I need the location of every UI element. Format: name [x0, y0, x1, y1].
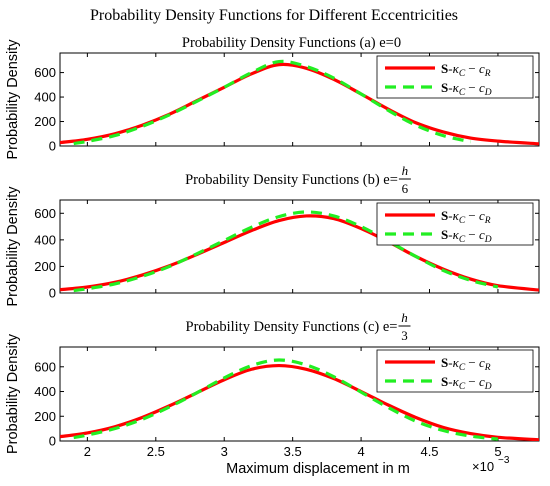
y-tick-label: 200 [34, 114, 56, 129]
legend-entry-cR: S-κC − cR [441, 61, 491, 79]
series-line-cR [60, 62, 539, 146]
y-tick-label: 600 [34, 65, 56, 80]
x-axis-exponent-base: ×10 [472, 459, 494, 474]
x-axis-exponent-power: −3 [498, 455, 510, 466]
chart-panel-1: Probability Density Functions (a) e=0 0 20… [5, 35, 540, 160]
legend: S-κC − cRS-κC − cD [376, 202, 534, 246]
x-tick-label: 4.5 [420, 444, 438, 459]
fraction-numerator: h [401, 310, 408, 325]
fraction-numerator: h [402, 163, 409, 178]
legend-entry-cR: S-κC − cR [441, 208, 491, 226]
y-tick-label: 400 [34, 232, 56, 247]
panel-title: Probability Density Functions (b) e= [185, 172, 398, 188]
y-tick-label: 0 [49, 434, 56, 449]
y-tick-label: 600 [34, 206, 56, 221]
chart-panel-3: Probability Density Functions (c) e=h302… [5, 310, 540, 459]
x-axis-label: Maximum displacement in m [226, 461, 410, 477]
x-tick-label: 3.5 [284, 444, 302, 459]
panel-title: Probability Density Functions (a) e=0 [182, 35, 401, 51]
fraction-denominator: 6 [402, 181, 409, 196]
series-group [60, 210, 539, 293]
title-fraction: h3 [398, 310, 411, 343]
y-tick-label: 200 [34, 259, 56, 274]
legend-box [376, 349, 534, 393]
series-group [60, 358, 539, 441]
x-tick-label: 4 [357, 444, 364, 459]
y-tick-label: 0 [49, 286, 56, 301]
fraction-denominator: 3 [401, 328, 408, 343]
legend-entry-cR: S-κC − cR [441, 355, 491, 373]
legend-entry-cD: S-κC − cD [441, 80, 492, 98]
chart-panel-2: Probability Density Functions (b) e=h602… [5, 163, 540, 307]
panel-title: Probability Density Functions (c) e= [186, 319, 398, 335]
x-tick-label: 5 [494, 444, 501, 459]
x-tick-label: 3 [221, 444, 228, 459]
x-tick-label: 2.5 [147, 444, 165, 459]
legend: S-κC − cRS-κC − cD [376, 349, 534, 393]
y-tick-label: 0 [49, 139, 56, 154]
y-axis-label: Probability Density [5, 333, 21, 454]
legend: S-κC − cRS-κC − cD [376, 55, 534, 99]
legend-entry-cD: S-κC − cD [441, 374, 492, 392]
panels-container: Probability Density Functions (a) e=0020… [5, 35, 540, 459]
figure-title: Probability Density Functions for Differ… [90, 7, 458, 24]
y-tick-label: 200 [34, 409, 56, 424]
y-tick-label: 400 [34, 384, 56, 399]
series-line-cD [73, 358, 499, 441]
series-line-cD [73, 210, 499, 293]
y-tick-label: 400 [34, 90, 56, 105]
legend-box [376, 202, 534, 246]
series-line-cD [73, 59, 471, 146]
series-group [60, 59, 539, 146]
y-axis-label: Probability Density [5, 39, 21, 160]
x-axis-exponent: ×10 −3 [472, 455, 510, 474]
legend-box [376, 55, 534, 99]
y-axis-label: Probability Density [5, 186, 21, 307]
series-line-cR [60, 363, 539, 441]
legend-entry-cD: S-κC − cD [441, 227, 492, 245]
y-tick-label: 600 [34, 359, 56, 374]
x-tick-label: 2 [84, 444, 91, 459]
title-fraction: h6 [398, 163, 411, 196]
